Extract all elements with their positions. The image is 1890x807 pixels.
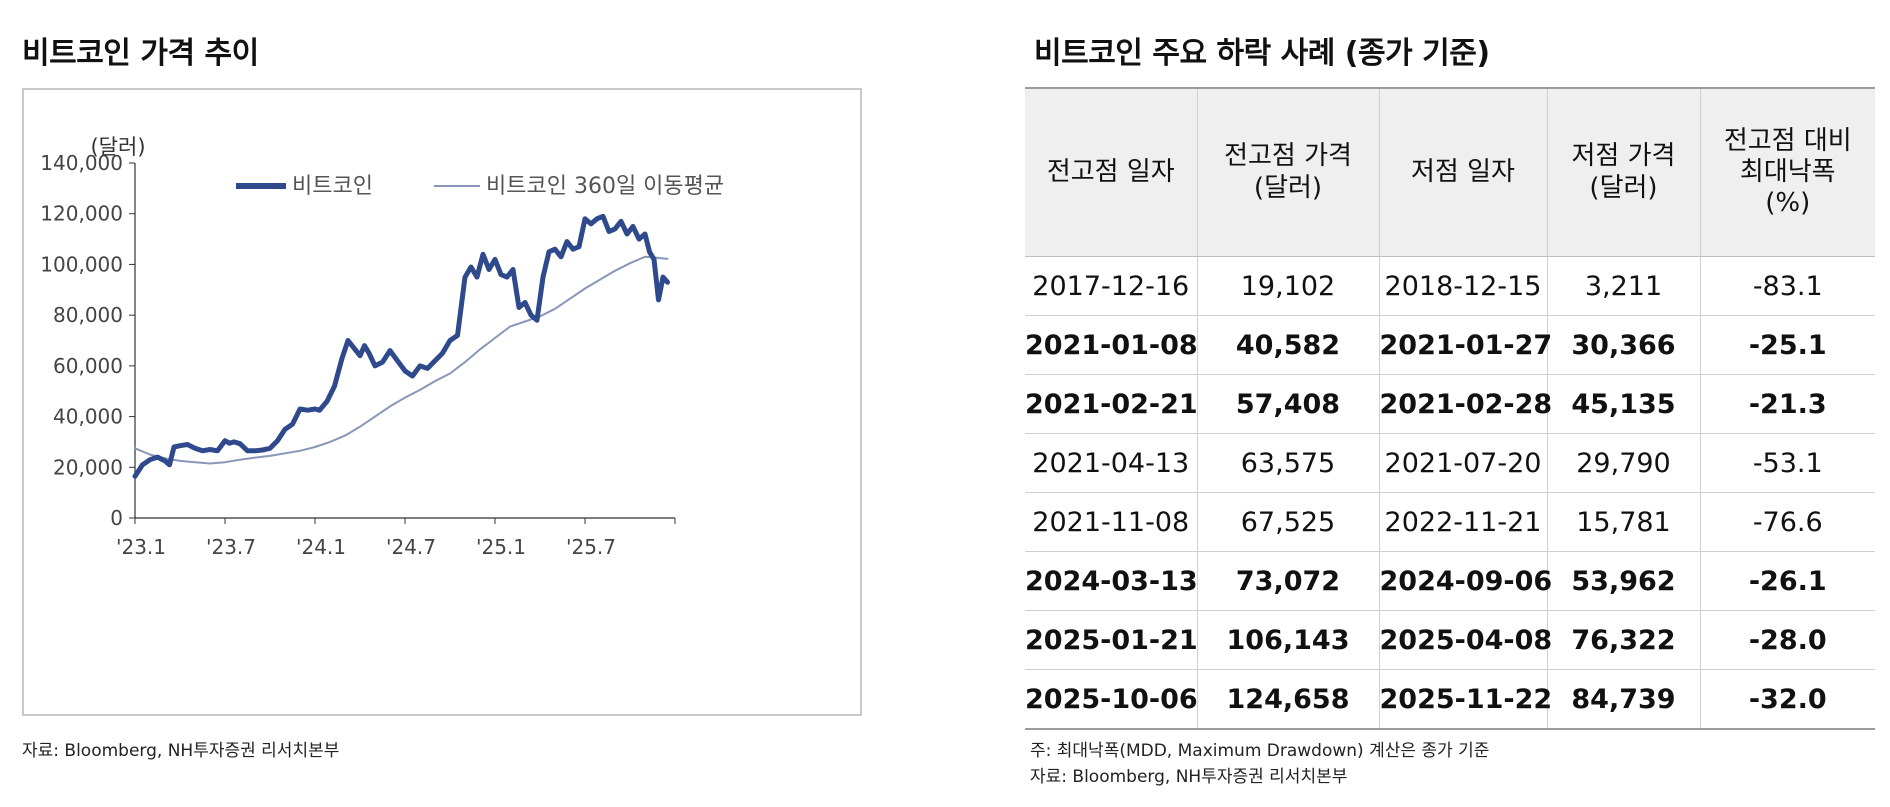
legend-label-bitcoin: 비트코인 (292, 174, 373, 199)
table-cell: -76.6 (1699, 492, 1875, 552)
table-cell: -25.1 (1699, 315, 1875, 375)
table-cell: 2024-03-13 (1025, 551, 1198, 611)
column-header-line: (달러) (1589, 172, 1658, 203)
table-cell: 67,525 (1196, 492, 1379, 552)
table-cell: -28.0 (1699, 610, 1875, 670)
table-cell: 73,072 (1196, 551, 1379, 611)
table-header: 전고점 일자 전고점 가격 (달러) 저점 일자 저점 가격 (달러) 전고점 대비 최대낙폭… (1025, 87, 1875, 257)
table-cell: 2025-10-06 (1025, 669, 1198, 730)
x-tick-label: '23.1 (116, 535, 166, 559)
table-cell: 2021-11-08 (1025, 492, 1197, 552)
table-cell: 2017-12-16 (1025, 256, 1197, 316)
table-cell: 2021-01-27 (1378, 315, 1552, 375)
table-cell: 2021-07-20 (1378, 433, 1547, 493)
column-header: 저점 일자 (1378, 87, 1547, 257)
x-tick-label: '24.7 (386, 535, 436, 559)
legend-label-ma360: 비트코인 360일 이동평균 (486, 174, 724, 199)
chart-legend: 비트코인 비트코인 360일 이동평균 (236, 174, 724, 199)
column-header-line: 저점 일자 (1411, 156, 1515, 187)
column-header-line: 전고점 대비 (1723, 125, 1852, 156)
table-cell: 2018-12-15 (1378, 256, 1547, 316)
table-cell: 2025-04-08 (1378, 610, 1552, 670)
x-tick-label: '24.1 (296, 535, 346, 559)
column-header-line: 최대낙폭 (1739, 156, 1836, 187)
table-cell: -83.1 (1699, 256, 1875, 316)
x-tick-label: '25.1 (476, 535, 526, 559)
table-cell: 2025-11-22 (1378, 669, 1552, 730)
table-cell: 84,739 (1546, 669, 1700, 730)
column-header-line: 저점 가격 (1571, 141, 1676, 172)
header-row: 전고점 일자 전고점 가격 (달러) 저점 일자 저점 가격 (달러) 전고점 대비 최대낙폭… (1025, 87, 1875, 257)
column-header-line: 전고점 일자 (1046, 156, 1175, 187)
table-row: 2017-12-16 19,102 2018-12-15 3,211 -83.1 (1025, 256, 1875, 316)
y-tick-label: 40,000 (53, 405, 123, 429)
table-row: 2021-04-13 63,575 2021-07-20 29,790 -53.1 (1025, 433, 1875, 493)
table-row: 2024-03-13 73,072 2024-09-06 53,962 -26.1 (1025, 551, 1875, 611)
y-tick-label: 100,000 (40, 252, 123, 276)
table-cell: -21.3 (1699, 374, 1875, 434)
column-header-line: (달러) (1253, 172, 1323, 203)
column-header: 저점 가격 (달러) (1546, 87, 1700, 257)
table-source: 자료: Bloomberg, NH투자증권 리서치본부 (1030, 767, 1348, 787)
table-cell: 2022-11-21 (1378, 492, 1547, 552)
x-tick-label: '23.7 (206, 535, 256, 559)
y-tick-label: 0 (110, 506, 123, 530)
table-cell: 2021-02-21 (1025, 374, 1198, 434)
column-header-line: (%) (1765, 188, 1811, 219)
table-cell: 3,211 (1546, 256, 1700, 316)
table-cell: 2021-02-28 (1378, 374, 1552, 434)
table-cell: -32.0 (1699, 669, 1875, 730)
y-unit-label: (달러) (90, 135, 145, 159)
x-tick-label: '25.7 (566, 535, 616, 559)
table-cell: 15,781 (1546, 492, 1700, 552)
chart-title: 비트코인 가격 추이 (22, 36, 259, 71)
table-cell: 57,408 (1196, 374, 1379, 434)
table-note: 주: 최대낙폭(MDD, Maximum Drawdown) 계산은 종가 기준 (1030, 741, 1490, 761)
table-cell: 2021-04-13 (1025, 433, 1197, 493)
table-body: 2017-12-16 19,102 2018-12-15 3,211 -83.1 2021… (1025, 256, 1875, 730)
table-cell: 53,962 (1546, 551, 1700, 611)
column-header: 전고점 일자 (1025, 87, 1197, 257)
bitcoin-price-chart: (달러) 비트코인 비트코인 360일 이동평균 0 20,000 40,000 60… (40, 135, 724, 559)
column-header: 전고점 대비 최대낙폭 (%) (1699, 87, 1875, 257)
chart-source: 자료: Bloomberg, NH투자증권 리서치본부 (22, 741, 340, 761)
series-line-ma360 (134, 255, 669, 465)
table-cell: 30,366 (1546, 315, 1700, 375)
y-tick-label: 60,000 (53, 354, 123, 378)
table-row: 2025-01-21 106,143 2025-04-08 76,322 -28.0 (1025, 610, 1875, 670)
table-cell: 29,790 (1546, 433, 1700, 493)
table-cell: 45,135 (1546, 374, 1700, 434)
table-row: 2021-11-08 67,525 2022-11-21 15,781 -76.6 (1025, 492, 1875, 552)
y-tick-label: 120,000 (40, 202, 123, 226)
drawdown-table: 전고점 일자 전고점 가격 (달러) 저점 일자 저점 가격 (달러) 전고점 대비 최대낙폭… (1025, 87, 1875, 730)
table-cell: 124,658 (1196, 669, 1379, 730)
chart-axes: 0 20,000 40,000 60,000 80,000 100,000 120,000 1… (40, 151, 676, 559)
table-cell: 106,143 (1196, 610, 1379, 670)
table-cell: 40,582 (1196, 315, 1379, 375)
chart-frame (22, 88, 862, 716)
table-row: 2021-01-08 40,582 2021-01-27 30,366 -25.1 (1025, 315, 1875, 375)
table-cell: 2021-01-08 (1025, 315, 1198, 375)
table-cell: 63,575 (1196, 433, 1379, 493)
table-cell: 76,322 (1546, 610, 1700, 670)
series-layer (132, 213, 670, 479)
column-header-line: 전고점 가격 (1224, 141, 1352, 172)
table-title: 비트코인 주요 하락 사례 (종가 기준) (1034, 36, 1490, 71)
y-tick-label: 140,000 (40, 151, 123, 175)
y-tick-label: 20,000 (53, 455, 123, 479)
table-cell: -26.1 (1699, 551, 1875, 611)
series-line-bitcoin (132, 213, 670, 479)
table-row: 2021-02-21 57,408 2021-02-28 45,135 -21.3 (1025, 374, 1875, 434)
table-cell: 2024-09-06 (1378, 551, 1552, 611)
table-cell: 19,102 (1196, 256, 1379, 316)
table-cell: 2025-01-21 (1025, 610, 1198, 670)
y-tick-label: 80,000 (53, 303, 123, 327)
table-row: 2025-10-06 124,658 2025-11-22 84,739 -32.0 (1025, 669, 1875, 730)
column-header: 전고점 가격 (달러) (1196, 87, 1379, 257)
table-cell: -53.1 (1699, 433, 1875, 493)
